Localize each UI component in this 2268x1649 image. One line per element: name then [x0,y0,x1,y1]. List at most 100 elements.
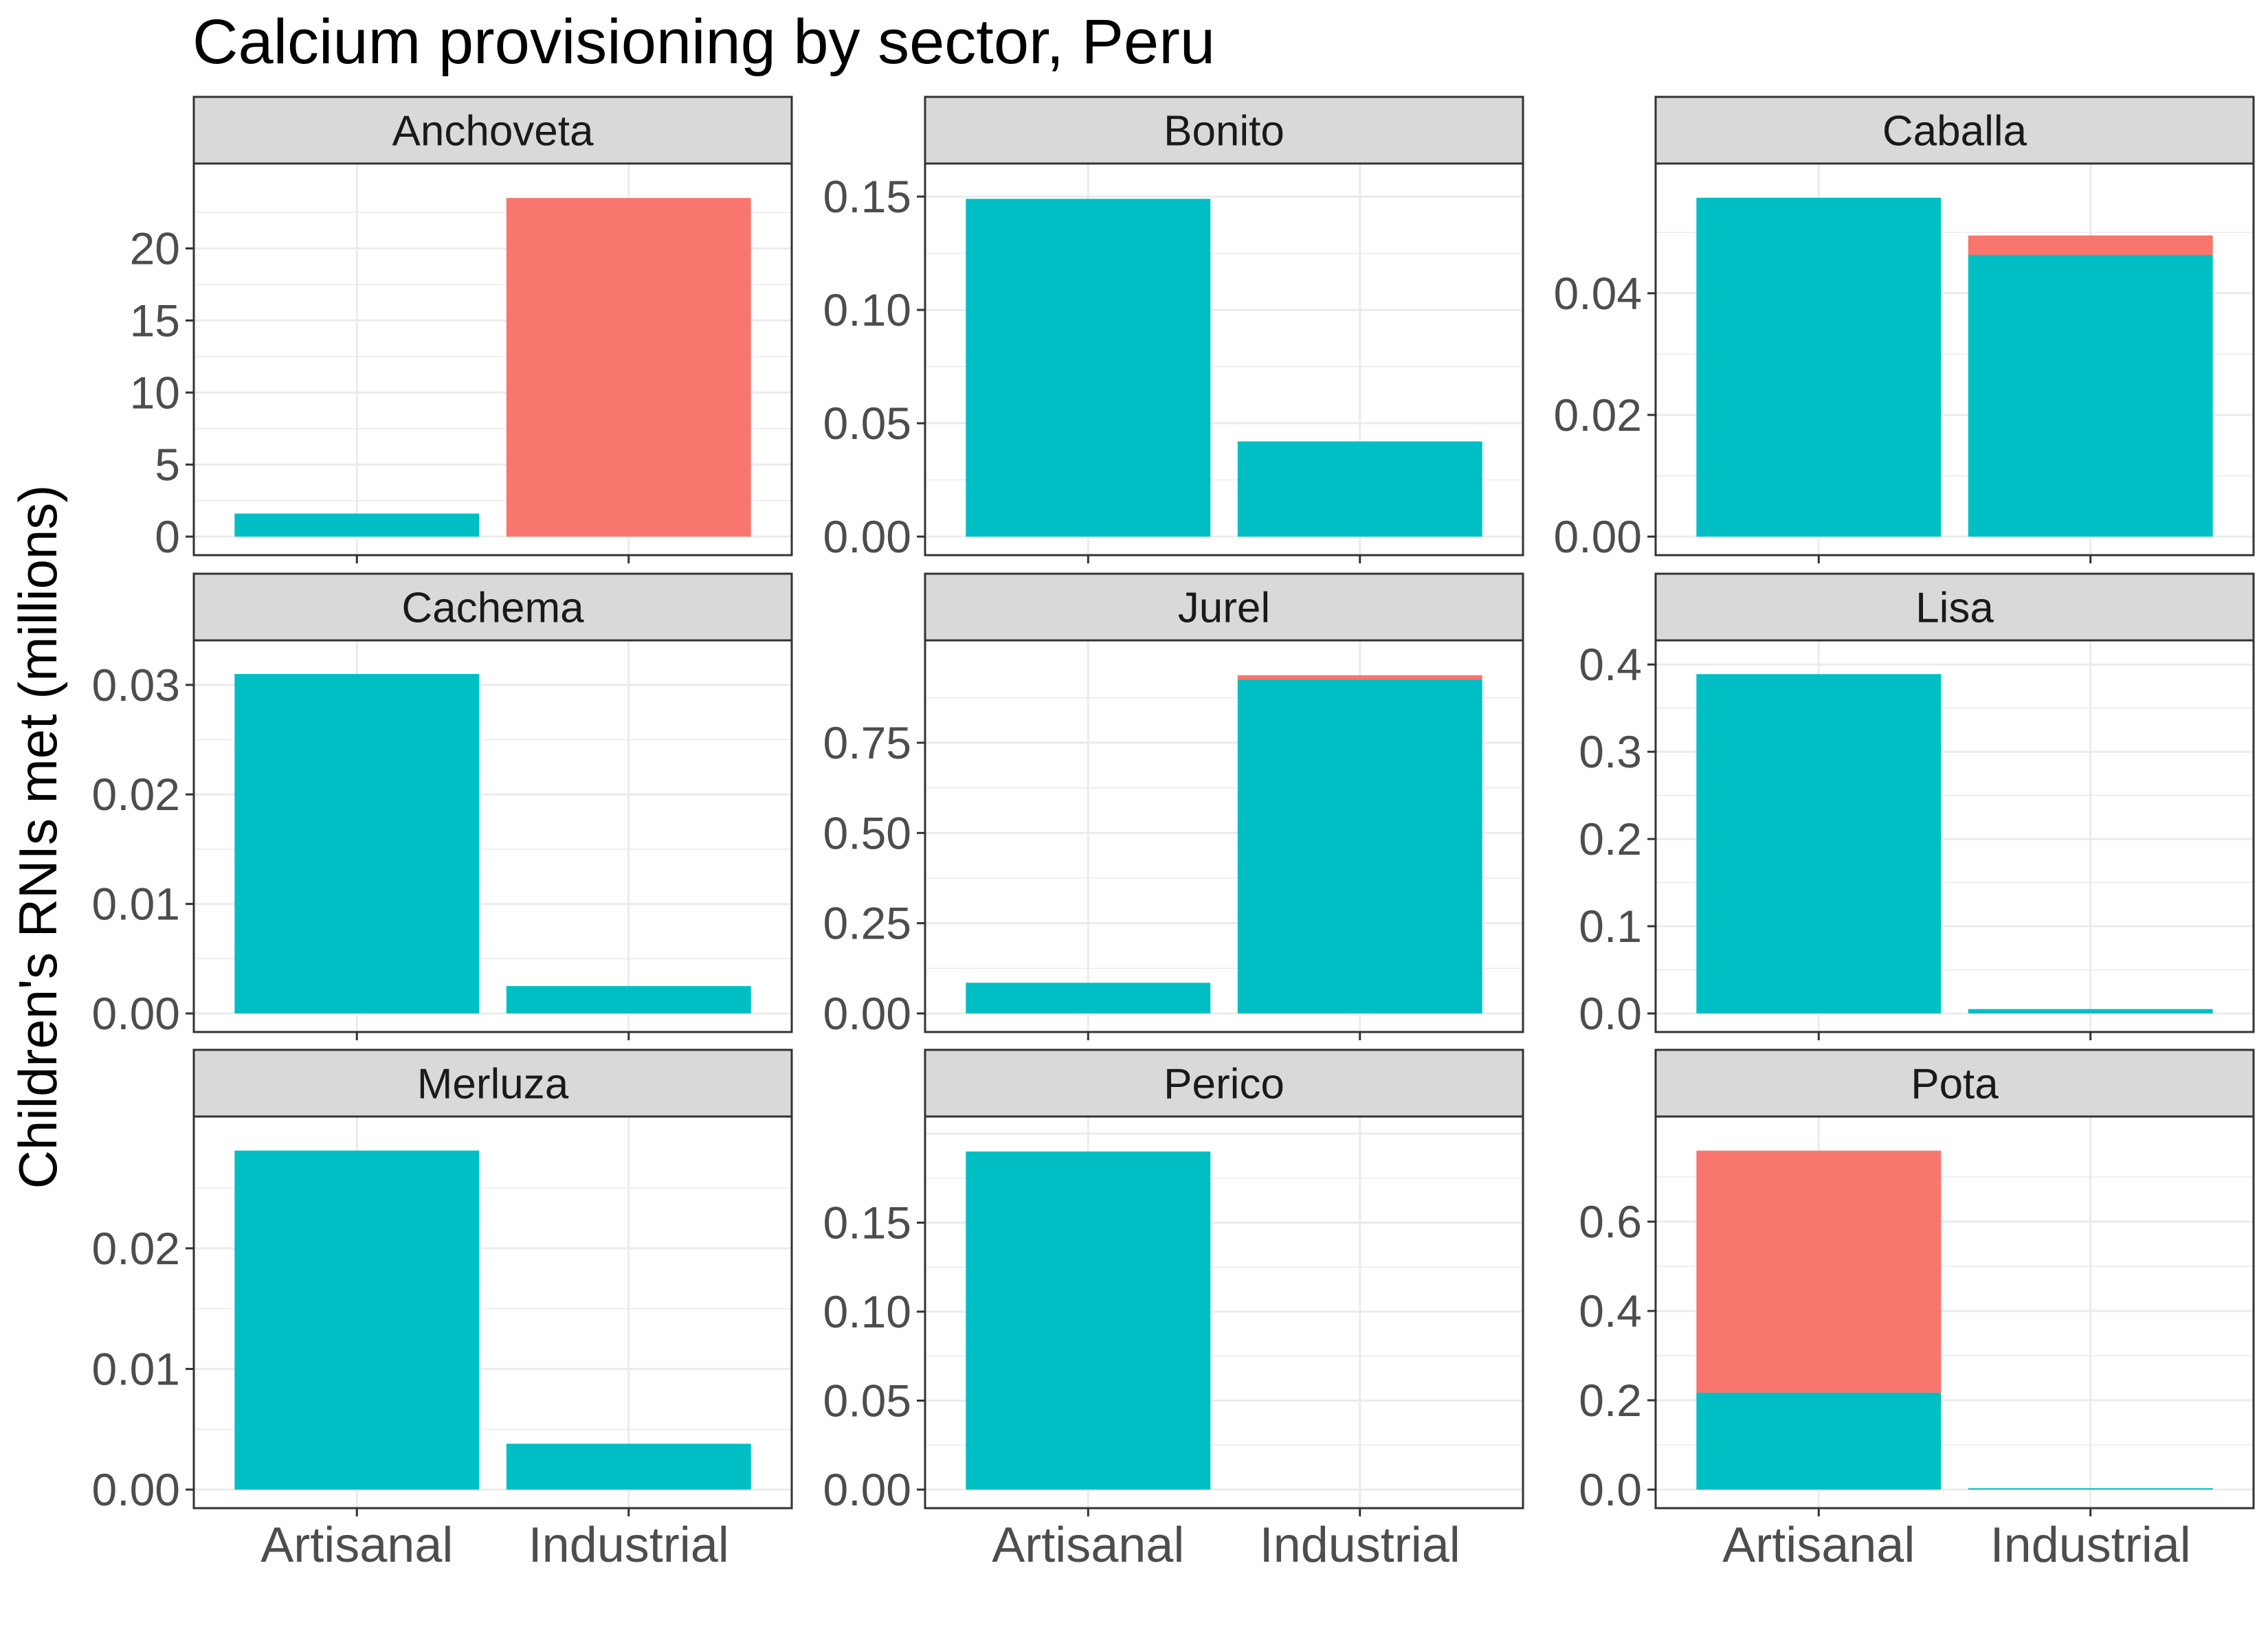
facet-title: Caballa [1882,108,2027,155]
y-tick-label: 0.2 [1579,1375,1642,1426]
bar-caballa-industrial-segment-1 [1968,235,2213,256]
facet-title: Anchoveta [392,108,594,155]
bar-bonito-industrial-segment-0 [1237,441,1482,537]
y-tick-label: 0.15 [823,1198,911,1248]
bar-caballa-artisanal-segment-0 [1696,197,1942,537]
x-tick-label-artisanal: Artisanal [992,1518,1184,1573]
y-tick-label: 0.4 [1579,1286,1642,1336]
facet-title: Cachema [401,585,584,632]
facet-pota: Pota 0.0 0.2 0.4 0.6 Artisanal Industrial [1579,1048,2255,1573]
bar-anchoveta-industrial-segment-1 [506,198,751,537]
y-tick-label: 0.00 [92,988,180,1039]
y-tick-label: 5 [155,439,180,490]
plot-border [192,1115,793,1510]
facet-title: Perico [1164,1061,1285,1108]
y-tick-label: 0.6 [1579,1196,1642,1247]
bar-cachema-artisanal-segment-0 [234,673,480,1013]
bar-bonito-artisanal-segment-0 [966,199,1211,537]
plot-border [1654,162,2255,557]
bar-caballa-industrial-segment-0 [1968,255,2213,537]
x-tick-label-industrial: Industrial [529,1518,729,1573]
bar-lisa-artisanal-segment-0 [1696,674,1942,1013]
bar-jurel-industrial-segment-1 [1237,675,1482,680]
y-tick-label: 20 [130,223,180,274]
y-tick-label: 0 [155,511,180,562]
y-tick-label: 0.1 [1579,901,1642,952]
facet-title: Lisa [1915,585,1994,632]
facet-title: Merluza [417,1061,569,1108]
bar-jurel-industrial-segment-0 [1237,680,1482,1013]
plot-border [924,162,1524,557]
y-tick-label: 0.15 [823,171,911,222]
plot-border [1654,1115,2255,1510]
y-tick-label: 0.00 [823,1464,911,1515]
y-axis-title: Children's RNIs met (millions) [8,485,68,1189]
bar-pota-artisanal-segment-1 [1696,1150,1942,1393]
x-tick-label-industrial: Industrial [1990,1518,2191,1573]
chart-title: Calcium provisioning by sector, Peru [192,7,1215,77]
plot-border [192,639,793,1033]
facet-title: Pota [1911,1061,1999,1108]
facet-strip [192,572,793,642]
facet-cachema: Cachema 0.00 0.01 0.02 0.03 [92,572,793,1040]
y-tick-label: 0.0 [1579,988,1642,1039]
facet-strip [924,96,1524,165]
facet-strip [192,96,793,165]
facet-strip [192,1048,793,1118]
y-tick-label: 0.01 [92,879,180,930]
bar-pota-industrial-segment-0 [1968,1488,2213,1490]
y-tick-label: 0.2 [1579,814,1642,864]
y-tick-label: 0.05 [823,398,911,449]
y-tick-label: 0.00 [823,988,911,1039]
facet-strip [1654,572,2255,642]
y-tick-label: 0.01 [92,1343,180,1394]
plot-border [924,639,1524,1033]
y-tick-label: 0.10 [823,284,911,335]
y-tick-label: 0.10 [823,1286,911,1337]
x-tick-label-artisanal: Artisanal [1722,1518,1915,1573]
bar-anchoveta-artisanal-segment-0 [234,513,480,537]
facet-caballa: Caballa 0.00 0.02 0.04 [1554,96,2255,563]
bar-merluza-industrial-segment-0 [506,1444,751,1490]
y-tick-label: 10 [130,367,180,418]
y-tick-label: 0.4 [1579,639,1642,690]
x-tick-label-artisanal: Artisanal [260,1518,453,1573]
y-tick-label: 0.50 [823,807,911,858]
facet-strip [1654,96,2255,165]
plot-border [192,162,793,557]
y-tick-label: 0.3 [1579,726,1642,777]
y-tick-label: 0.05 [823,1376,911,1426]
y-tick-label: 0.04 [1554,268,1642,319]
y-tick-label: 0.03 [92,660,180,710]
y-tick-label: 0.25 [823,898,911,949]
y-tick-label: 0.00 [92,1464,180,1515]
facet-merluza: Merluza 0.00 0.01 0.02 Artisanal Industrial [92,1048,793,1573]
facet-strip [924,1048,1524,1118]
bar-jurel-artisanal-segment-0 [966,983,1211,1013]
y-tick-label: 0.00 [1554,511,1642,562]
bar-pota-artisanal-segment-0 [1696,1392,1942,1490]
facet-panels: Anchoveta 0 5 10 15 20 Bonito 0.00 0.05 0.10 0.15 C… [92,96,2255,1573]
y-tick-label: 0.02 [92,769,180,820]
bar-lisa-industrial-segment-0 [1968,1009,2213,1013]
y-tick-label: 0.75 [823,717,911,768]
y-tick-label: 0.0 [1579,1464,1642,1515]
facet-anchoveta: Anchoveta 0 5 10 15 20 [130,96,793,563]
facet-lisa: Lisa 0.0 0.1 0.2 0.3 0.4 [1579,572,2255,1040]
facet-strip [924,572,1524,642]
x-tick-label-industrial: Industrial [1260,1518,1460,1573]
plot-border [1654,639,2255,1033]
y-tick-label: 0.00 [823,511,911,562]
facet-perico: Perico 0.00 0.05 0.10 0.15 Artisanal Industria… [823,1048,1524,1573]
bar-perico-artisanal-segment-0 [966,1151,1211,1490]
facet-title: Jurel [1178,585,1270,632]
bar-cachema-industrial-segment-0 [506,986,751,1013]
y-tick-label: 15 [130,295,180,346]
facet-bonito: Bonito 0.00 0.05 0.10 0.15 [823,96,1524,563]
y-tick-label: 0.02 [1554,390,1642,440]
y-tick-label: 0.02 [92,1223,180,1274]
facet-title: Bonito [1164,108,1285,155]
bar-merluza-artisanal-segment-0 [234,1150,480,1490]
facet-jurel: Jurel 0.00 0.25 0.50 0.75 [823,572,1524,1040]
